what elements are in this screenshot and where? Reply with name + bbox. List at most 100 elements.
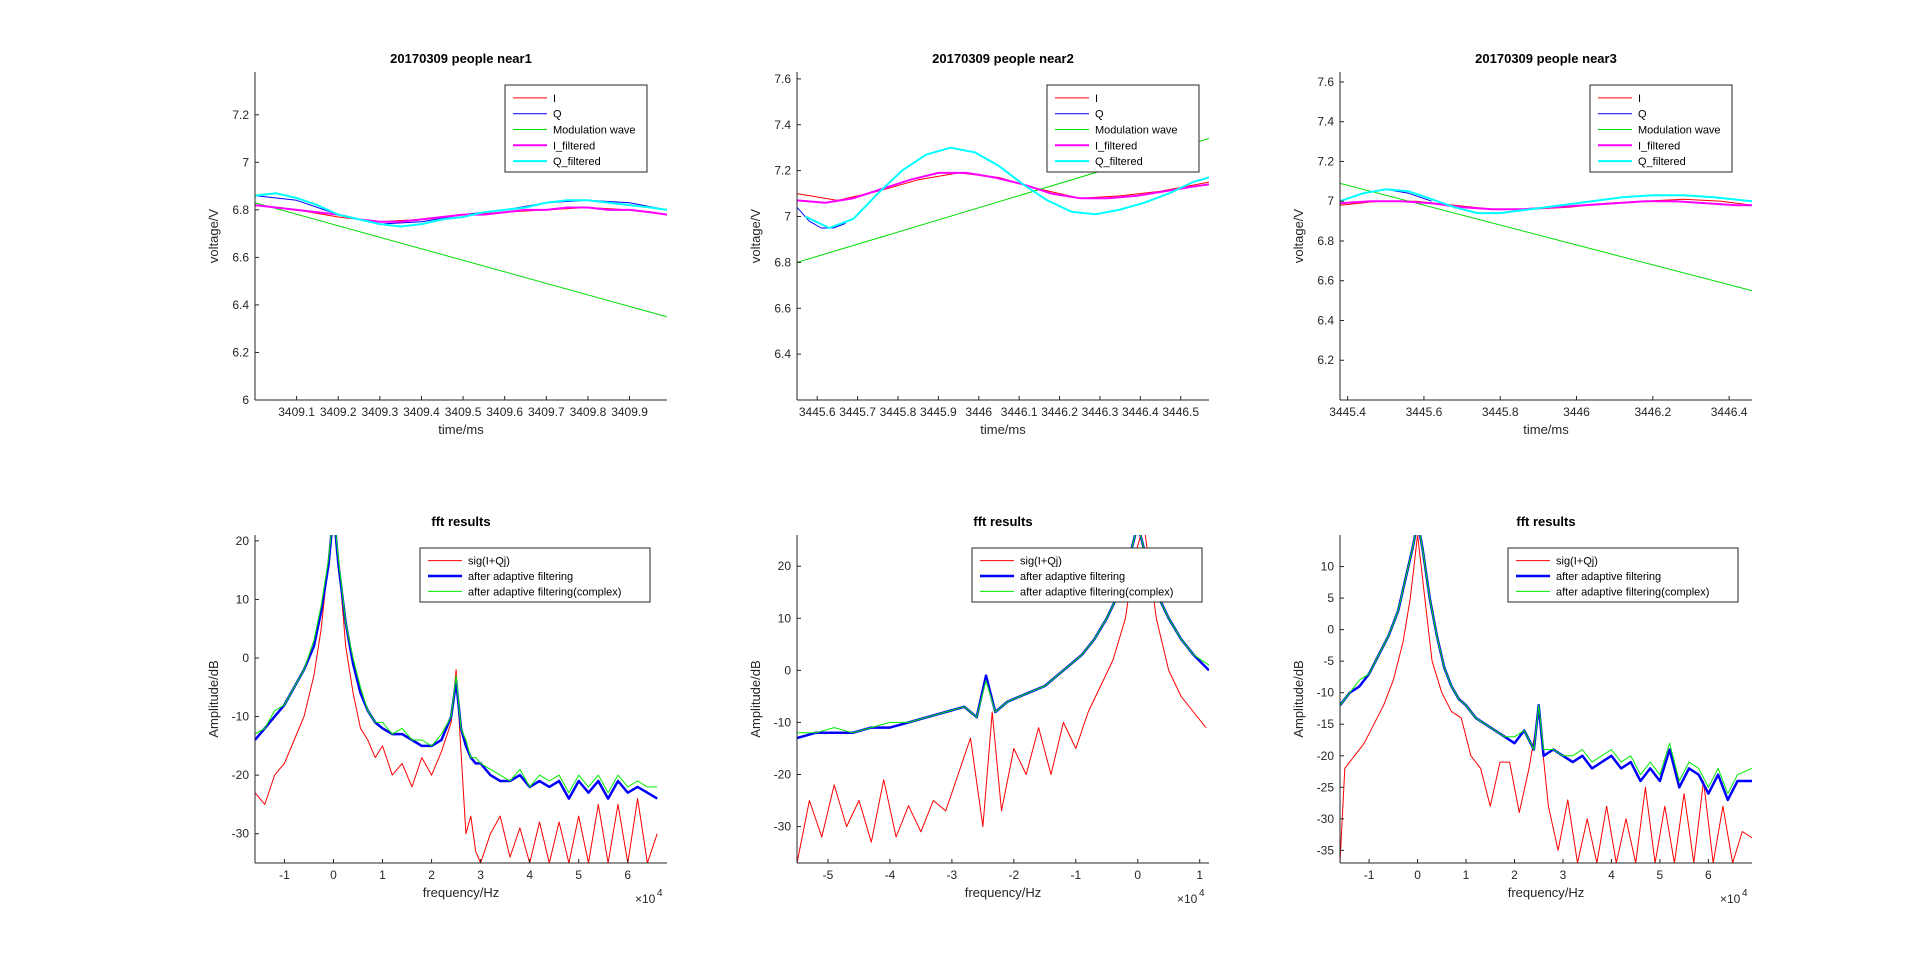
series-line-q-filtered — [804, 146, 1209, 229]
legend-box — [504, 84, 648, 173]
y-tick-label: 7.4 — [774, 118, 791, 132]
y-tick-label: 7.2 — [1317, 154, 1334, 168]
series-group — [255, 535, 658, 863]
legend-entry: Q — [553, 109, 562, 121]
y-tick-label: 6.4 — [1317, 313, 1334, 327]
y-tick-label: 7.4 — [1317, 115, 1334, 129]
legend-entry: Modulation wave — [553, 125, 636, 137]
legend-entry: after adaptive filtering(complex) — [468, 586, 621, 598]
legend-entry: I_filtered — [1095, 140, 1137, 152]
y-tick-label: -10 — [774, 715, 792, 729]
x-axis-label: frequency/Hz — [423, 885, 500, 900]
y-axis-label: Amplitude/dB — [748, 660, 763, 737]
x-tick-label: 3446.2 — [1041, 405, 1078, 419]
x-tick-label: 1 — [1463, 868, 1470, 882]
x-tick-label: 3445.9 — [920, 405, 957, 419]
x-tick-label: 3446.4 — [1122, 405, 1159, 419]
x-tick-label: 3409.9 — [611, 405, 648, 419]
legend-entry: sig(I+Qj) — [1556, 556, 1598, 568]
legend-entry: I_filtered — [1638, 140, 1680, 152]
x-tick-label: -4 — [885, 868, 896, 882]
y-tick-label: -20 — [232, 768, 250, 782]
y-tick-label: 5 — [1327, 591, 1334, 605]
legend-entry: Q_filtered — [1638, 156, 1686, 168]
y-tick-label: -10 — [1317, 686, 1335, 700]
series-line-after-adaptive-filtering-complex- — [1340, 535, 1752, 795]
legend-box — [1046, 84, 1200, 173]
x-tick-label: 3409.5 — [445, 405, 482, 419]
y-tick-label: 7 — [1327, 194, 1334, 208]
x-axis-label: time/ms — [1523, 422, 1569, 437]
x-tick-label: 6 — [1705, 868, 1712, 882]
y-tick-label: 10 — [778, 611, 792, 625]
series-line-q-filtered — [1340, 188, 1752, 215]
x-tick-label: 3409.3 — [361, 405, 398, 419]
y-tick-label: 6.4 — [774, 347, 791, 361]
y-axis-label: Amplitude/dB — [206, 660, 221, 737]
y-tick-label: 0 — [242, 651, 249, 665]
y-tick-label: -20 — [1317, 749, 1335, 763]
x-exponent-power: 4 — [1199, 888, 1205, 899]
y-tick-label: 6.8 — [232, 203, 249, 217]
x-tick-label: 3445.8 — [1482, 405, 1519, 419]
y-axis-label: Amplitude/dB — [1291, 660, 1306, 737]
y-tick-label: 6.6 — [232, 250, 249, 264]
x-tick-label: -2 — [1009, 868, 1020, 882]
x-tick-label: 0 — [1414, 868, 1421, 882]
x-tick-label: 3409.1 — [278, 405, 315, 419]
y-tick-label: -35 — [1317, 843, 1335, 857]
legend-entry: Q — [1095, 109, 1104, 121]
y-tick-label: 7 — [784, 210, 791, 224]
y-tick-label: 6.2 — [232, 345, 249, 359]
x-tick-label: 0 — [330, 868, 337, 882]
x-tick-label: -1 — [279, 868, 290, 882]
series-line-sig-i-qj- — [797, 535, 1207, 863]
y-axis-label: voltage/V — [206, 209, 221, 264]
legend-entry: Q_filtered — [553, 156, 601, 168]
legend-entry: Modulation wave — [1095, 125, 1178, 137]
x-tick-label: 3445.4 — [1329, 405, 1366, 419]
x-axis-label: time/ms — [438, 422, 484, 437]
x-tick-label: 4 — [1608, 868, 1615, 882]
chart-title: fft results — [431, 514, 490, 529]
y-tick-label: 7.6 — [774, 72, 791, 86]
legend-entry: after adaptive filtering — [1556, 571, 1661, 583]
legend-entry: I — [1638, 93, 1641, 105]
chart-title: 20170309 people near2 — [932, 51, 1074, 66]
x-tick-label: 2 — [428, 868, 435, 882]
legend: sig(I+Qj) after adaptive filtering after a… — [1507, 547, 1739, 603]
x-tick-label: -1 — [1364, 868, 1375, 882]
x-tick-label: 6 — [624, 868, 631, 882]
x-tick-label: -5 — [823, 868, 834, 882]
x-tick-label: 3409.6 — [486, 405, 523, 419]
x-tick-label: 3409.7 — [528, 405, 565, 419]
subplot-1: 3409.1 3409.2 3409.3 3409.4 3409.5 3409.6 3409… — [206, 51, 667, 437]
x-tick-label: 3446 — [1563, 405, 1590, 419]
y-tick-label: -25 — [1317, 780, 1335, 794]
y-tick-label: 7 — [242, 155, 249, 169]
x-tick-label: 3446.4 — [1711, 405, 1748, 419]
y-tick-label: 0 — [1327, 623, 1334, 637]
x-axis-label: frequency/Hz — [965, 885, 1042, 900]
x-tick-label: 3446.3 — [1082, 405, 1119, 419]
x-tick-label: 1 — [379, 868, 386, 882]
chart-title: fft results — [1516, 514, 1575, 529]
x-axis-label: frequency/Hz — [1508, 885, 1585, 900]
y-tick-label: 6.8 — [1317, 234, 1334, 248]
legend-entry: sig(I+Qj) — [1020, 556, 1062, 568]
y-tick-label: -30 — [1317, 812, 1335, 826]
series-line-modulation-wave — [255, 202, 667, 318]
chart-title: 20170309 people near1 — [390, 51, 532, 66]
series-line-i-filtered — [255, 204, 667, 223]
x-tick-label: 3409.8 — [570, 405, 607, 419]
x-tick-label: 3409.2 — [320, 405, 357, 419]
x-tick-label: 3445.6 — [1406, 405, 1443, 419]
y-tick-label: 6.6 — [1317, 274, 1334, 288]
legend-entry: I_filtered — [553, 140, 595, 152]
y-tick-label: 20 — [778, 559, 792, 573]
y-tick-label: 20 — [236, 534, 250, 548]
x-tick-label: 3446.1 — [1001, 405, 1038, 419]
x-exponent-label: ×10 — [635, 892, 656, 906]
